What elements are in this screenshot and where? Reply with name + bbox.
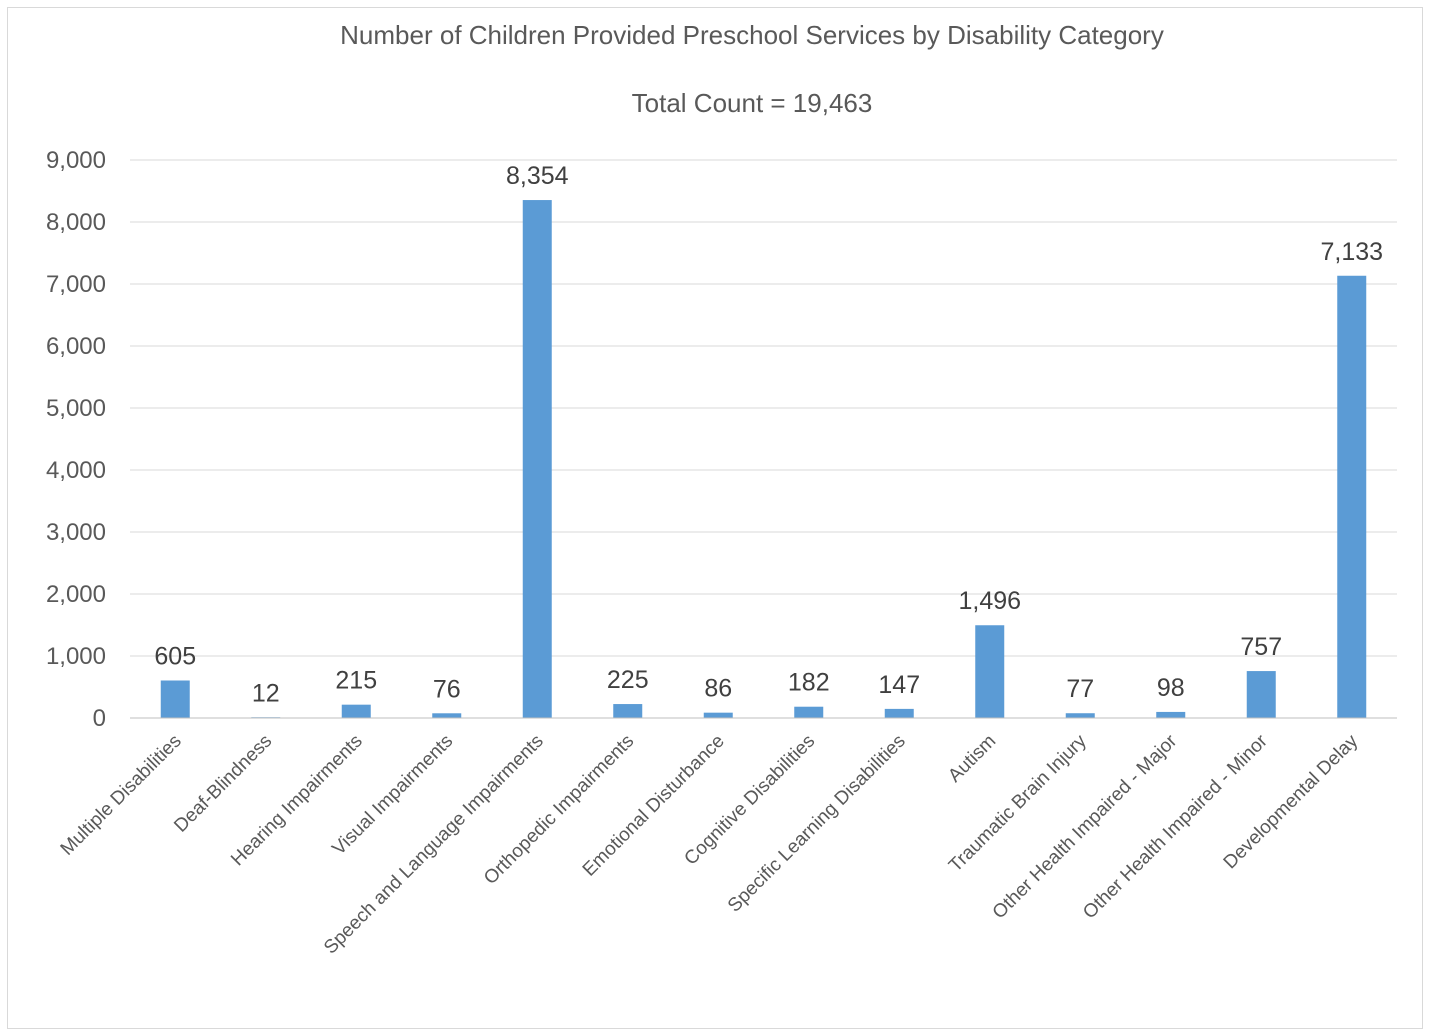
x-category-label: Orthopedic Impairments	[480, 731, 638, 889]
bar	[522, 200, 552, 718]
bar	[1337, 275, 1367, 718]
data-label: 98	[1157, 674, 1185, 702]
bar	[1065, 713, 1095, 718]
bar	[160, 680, 190, 718]
x-category-label: Other Health Impaired - Major	[989, 730, 1182, 923]
y-tick-label: 9,000	[46, 147, 106, 174]
bar	[613, 704, 643, 718]
x-axis-category-labels: Multiple DisabilitiesDeaf-BlindnessHeari…	[57, 730, 1363, 958]
y-tick-label: 8,000	[46, 209, 106, 236]
x-category-label: Multiple Disabilities	[57, 731, 186, 860]
bar	[975, 625, 1005, 718]
y-tick-label: 3,000	[46, 519, 106, 546]
data-labels: 605 12 215 76 8,354 225 86 182 147 1,496 77 98 757 7,…	[154, 162, 1383, 707]
bar	[703, 712, 733, 718]
x-category-label: Deaf-Blindness	[170, 731, 276, 837]
data-label: 225	[607, 666, 649, 694]
data-label: 147	[878, 671, 920, 699]
data-label: 12	[252, 679, 280, 707]
chart-title: Number of Children Provided Preschool Se…	[340, 20, 1164, 50]
data-label: 8,354	[506, 162, 569, 190]
data-label: 77	[1066, 675, 1094, 703]
y-axis-tick-labels: 0 1,000 2,000 3,000 4,000 5,000 6,000 7,000 8,00…	[46, 147, 106, 732]
bar	[1156, 711, 1186, 718]
y-tick-label: 1,000	[46, 643, 106, 670]
data-label: 215	[335, 667, 377, 695]
y-tick-label: 2,000	[46, 581, 106, 608]
data-label: 86	[704, 675, 732, 703]
y-tick-label: 4,000	[46, 457, 106, 484]
x-category-label: Specific Learning Disabilities	[724, 731, 910, 917]
bar	[794, 706, 824, 718]
chart-frame	[7, 7, 1423, 1029]
data-label: 76	[433, 675, 461, 703]
data-label: 1,496	[958, 587, 1021, 615]
y-tick-label: 6,000	[46, 333, 106, 360]
bars	[160, 200, 1367, 718]
x-category-label: Autism	[944, 731, 1000, 787]
bar	[341, 704, 371, 718]
x-category-label: Other Health Impaired - Minor	[1079, 730, 1272, 923]
y-tick-label: 7,000	[46, 271, 106, 298]
gridlines	[130, 159, 1397, 657]
bar	[884, 708, 914, 718]
chart-subtitle: Total Count = 19,463	[632, 88, 873, 118]
y-tick-label: 5,000	[46, 395, 106, 422]
data-label: 182	[788, 669, 830, 697]
data-label: 757	[1240, 633, 1282, 661]
y-tick-label: 0	[93, 705, 106, 732]
bar	[432, 713, 462, 718]
data-label: 7,133	[1320, 238, 1383, 266]
data-label: 605	[154, 642, 196, 670]
bar	[1246, 671, 1276, 718]
